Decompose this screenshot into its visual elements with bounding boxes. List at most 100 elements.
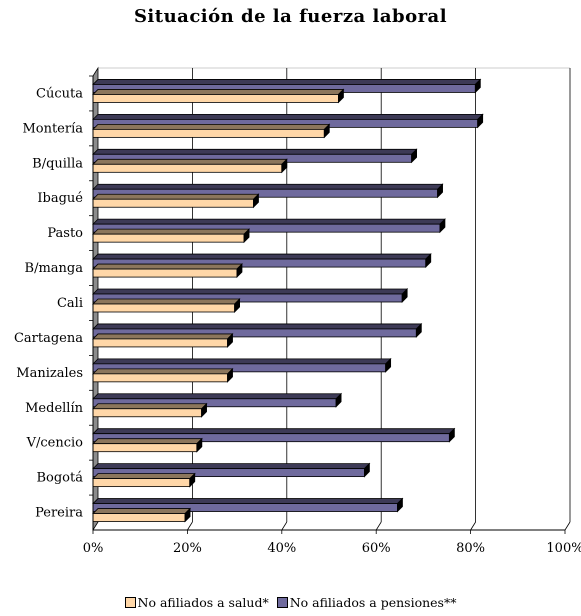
bar-salud-top [92,89,345,95]
bar-salud-end [281,158,288,174]
bar-pensiones-top [92,463,371,470]
bar-pensiones-top [92,393,343,400]
bar-salud [92,478,191,488]
bar-salud-end [227,367,233,383]
bar-pensiones-end [477,113,484,129]
bar-pensiones-top [92,323,423,330]
bar-salud-top [92,368,234,375]
bar-pensiones-top [92,428,456,435]
bar-salud [92,373,228,383]
category-label: B/quilla [32,156,83,171]
bar-salud-top [92,228,251,235]
floor-gridline [187,521,193,531]
bar-pensiones-end [363,462,370,478]
bar-pensiones-end [448,427,455,443]
bar-pensiones-end [397,497,403,513]
bar-salud-end [323,123,330,139]
bar-salud-top [92,438,203,445]
category-label: Cali [57,296,83,311]
bar-pensiones-top [92,288,409,295]
category-label: Cúcuta [36,86,83,101]
bar-salud-top [92,123,331,130]
legend-item-pensiones: No afiliados a pensiones** [276,595,457,610]
bar-salud-top [92,508,192,514]
bar-salud [92,198,254,208]
category-label: Pasto [47,226,83,241]
bar-pensiones-top [92,183,444,190]
bar-salud-end [234,298,241,313]
bar-pensiones-end [415,322,422,338]
bars [92,78,484,523]
category-label: Bogotá [36,471,83,486]
bar-pensiones-top [92,218,446,225]
bar-salud-end [338,88,344,104]
tick-labels: 0% 20% 40% 60% 80% 100% [83,541,581,556]
bar-pensiones-top [92,79,482,85]
bar-pensiones-end [411,148,418,164]
category-label: B/manga [25,261,84,276]
bar-salud [92,128,325,138]
bar-pensiones-end [439,218,446,234]
bar-salud-end [184,507,191,523]
x-tick-label: 40% [267,541,296,556]
bar-chart: Cúcuta Montería B/quilla Ibagué Pasto B/manga… [14,66,581,556]
legend-label-pensiones: No afiliados a pensiones** [289,595,457,610]
bar-pensiones-top [92,358,392,365]
bar-salud-end [227,332,233,348]
bar-salud [92,513,186,522]
bar-pensiones-end [401,288,408,303]
bar-salud-end [189,472,196,488]
category-label: Medellín [25,401,83,416]
floor-gridline [375,521,382,531]
bar-salud [92,408,202,418]
x-tick-label: 60% [362,541,391,556]
floor-gridline [281,521,288,531]
bar-pensiones-end [437,183,443,199]
category-label: Cartagena [14,331,83,346]
bar-pensiones-top [92,113,484,120]
chart-title: Situación de la fuerza laboral [133,6,448,27]
legend-swatch-pensiones [276,597,288,608]
x-tick-label: 20% [173,541,202,556]
bar-salud [92,443,198,453]
bar-pensiones-top [92,498,404,504]
bar-salud [92,338,228,348]
bar-salud-end [196,437,203,453]
legend: No afiliados a salud* No afiliados a pen… [0,595,581,611]
bar-salud [92,94,339,103]
bar-salud-top [92,403,208,410]
x-tick-label: 0% [83,541,104,556]
bar-salud-end [201,402,207,418]
legend-item-salud: No afiliados a salud* [124,595,269,610]
bar-salud-top [92,263,243,270]
bar-salud-top [92,473,196,480]
bar-pensiones-end [385,357,392,373]
legend-label-salud: No afiliados a salud* [137,595,269,610]
bar-pensiones-end [425,253,432,269]
floor-gridline [564,521,571,531]
x-tick-label: 80% [456,541,485,556]
floor-gridline [470,521,476,531]
bar-pensiones-end [474,78,481,94]
bar-salud-top [92,158,288,165]
bar-salud-end [236,263,243,279]
bar-salud [92,303,236,313]
bar-salud-top [92,193,260,200]
category-label: Manizales [16,366,83,381]
bar-pensiones-top [92,148,418,155]
category-label: Montería [22,121,83,136]
bar-pensiones-end [335,392,342,408]
bar-salud-top [92,333,234,340]
axes [89,75,566,534]
category-label: Ibagué [37,191,83,206]
category-label: V/cencio [26,436,84,451]
bar-salud [92,163,283,173]
bar-salud-top [92,298,241,305]
bar-salud [92,233,245,243]
bar-salud-end [243,228,250,244]
bar-pensiones-top [92,253,432,260]
x-tick-label: 100% [546,541,581,556]
category-label: Pereira [35,506,83,521]
bar-salud-end [253,193,259,209]
legend-swatch-salud [124,597,136,608]
